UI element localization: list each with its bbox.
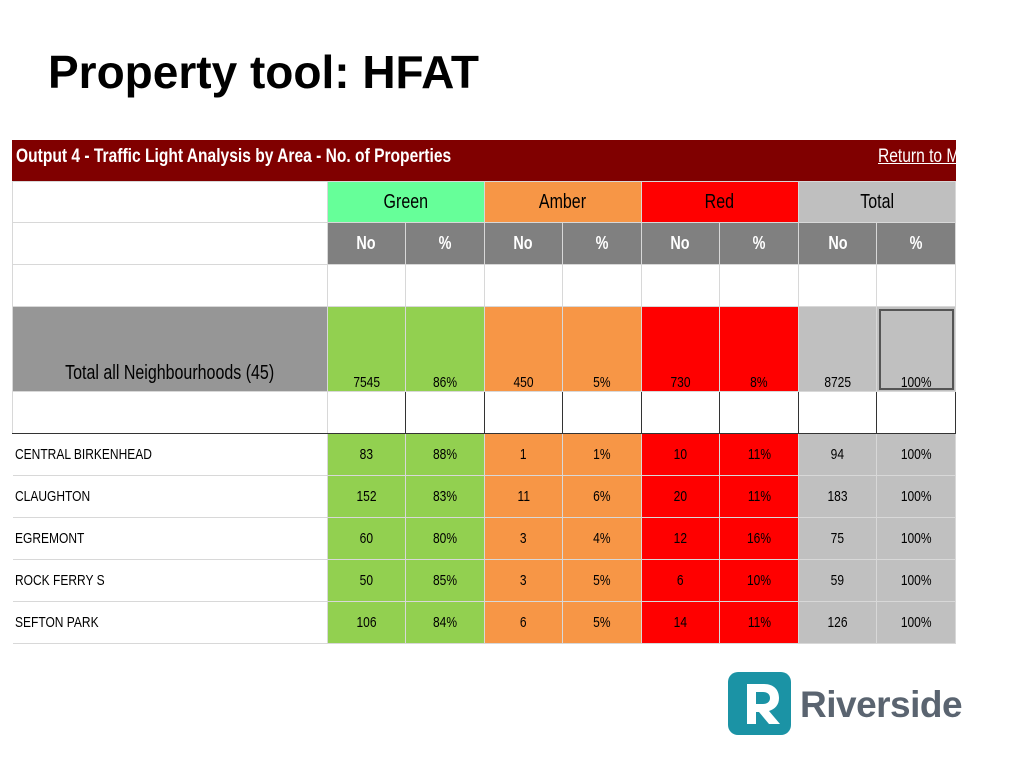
total-header: Total [797, 181, 956, 223]
row-label: CLAUGHTON [12, 475, 328, 518]
table-cell: 6 [640, 559, 721, 602]
subheader-cell: No [483, 222, 564, 265]
spreadsheet-screenshot: Output 4 - Traffic Light Analysis by Are… [12, 140, 956, 650]
table-row: ROCK FERRY S 50 85% 3 5% 6 10% 59 100% [12, 559, 956, 602]
riverside-logo: Riverside [728, 672, 984, 738]
total-cell: 450 [483, 306, 564, 392]
table-cell: 16% [719, 517, 799, 560]
table-cell: 83 [326, 433, 407, 476]
subheader-cell: % [876, 222, 956, 265]
table-cell: 3 [483, 559, 564, 602]
riverside-wordmark: Riverside [800, 684, 963, 725]
table-cell: 100% [876, 559, 956, 602]
subheader-cell: No [797, 222, 878, 265]
table-cell: 5% [562, 559, 642, 602]
table-cell: 83% [405, 475, 485, 518]
table-cell: 100% [876, 517, 956, 560]
group-header-row: Green Amber Red Total [12, 181, 956, 223]
table-cell: 80% [405, 517, 485, 560]
total-cell: 5% [562, 306, 642, 392]
table-row: CLAUGHTON 152 83% 11 6% 20 11% 183 100% [12, 475, 956, 518]
total-cell: 86% [405, 306, 485, 392]
table-cell: 10% [719, 559, 799, 602]
banner-title: Output 4 - Traffic Light Analysis by Are… [16, 146, 452, 167]
total-row: Total all Neighbourhoods (45) 7545 86% 4… [12, 306, 956, 392]
table-cell: 5% [562, 601, 642, 644]
table-cell: 1% [562, 433, 642, 476]
row-label: SEFTON PARK [12, 601, 328, 644]
table-cell: 4% [562, 517, 642, 560]
total-row-label: Total all Neighbourhoods (45) [12, 306, 328, 392]
table-cell: 94 [797, 433, 878, 476]
empty-row [12, 264, 956, 307]
total-cell: 730 [640, 306, 721, 392]
table-cell: 100% [876, 601, 956, 644]
subheader-cell: % [562, 222, 642, 265]
total-cell: 8% [719, 306, 799, 392]
table-cell: 183 [797, 475, 878, 518]
table-cell: 6% [562, 475, 642, 518]
green-header: Green [326, 181, 485, 223]
subheader-row: No % No % No % No % [12, 222, 956, 265]
blank-cell [12, 181, 328, 223]
table-cell: 106 [326, 601, 407, 644]
table-cell: 10 [640, 433, 721, 476]
table-cell: 14 [640, 601, 721, 644]
table-cell: 50 [326, 559, 407, 602]
table-cell: 59 [797, 559, 878, 602]
red-header: Red [640, 181, 799, 223]
table-cell: 100% [876, 475, 956, 518]
row-label: ROCK FERRY S [12, 559, 328, 602]
table-row: EGREMONT 60 80% 3 4% 12 16% 75 100% [12, 517, 956, 560]
return-link[interactable]: Return to M [878, 146, 956, 167]
table-cell: 6 [483, 601, 564, 644]
total-cell: 7545 [326, 306, 407, 392]
table-cell: 100% [876, 433, 956, 476]
table-cell: 152 [326, 475, 407, 518]
subheader-cell: % [405, 222, 485, 265]
table-row: SEFTON PARK 106 84% 6 5% 14 11% 126 100% [12, 601, 956, 644]
table-cell: 20 [640, 475, 721, 518]
table-cell: 12 [640, 517, 721, 560]
table-cell: 75 [797, 517, 878, 560]
table-cell: 11% [719, 475, 799, 518]
table-cell: 84% [405, 601, 485, 644]
total-cell: 8725 [797, 306, 878, 392]
slide-title: Property tool: HFAT [48, 46, 480, 98]
table-cell: 88% [405, 433, 485, 476]
subheader-cell: No [640, 222, 721, 265]
table-cell: 3 [483, 517, 564, 560]
blank-cell [12, 222, 328, 265]
table-cell: 85% [405, 559, 485, 602]
table-cell: 11 [483, 475, 564, 518]
table-cell: 60 [326, 517, 407, 560]
amber-header: Amber [483, 181, 642, 223]
table-cell: 11% [719, 433, 799, 476]
selected-cell[interactable]: 100% [876, 306, 956, 392]
table-cell: 11% [719, 601, 799, 644]
riverside-r-icon [728, 672, 791, 735]
table-cell: 1 [483, 433, 564, 476]
sheet-banner: Output 4 - Traffic Light Analysis by Are… [12, 140, 956, 181]
subheader-cell: % [719, 222, 799, 265]
row-label: CENTRAL BIRKENHEAD [12, 433, 328, 476]
row-label: EGREMONT [12, 517, 328, 560]
empty-row [12, 391, 956, 434]
table-cell: 126 [797, 601, 878, 644]
traffic-light-table: Green Amber Red Total No % No % No % No … [12, 181, 956, 644]
subheader-cell: No [326, 222, 407, 265]
table-row: CENTRAL BIRKENHEAD 83 88% 1 1% 10 11% 94… [12, 433, 956, 476]
